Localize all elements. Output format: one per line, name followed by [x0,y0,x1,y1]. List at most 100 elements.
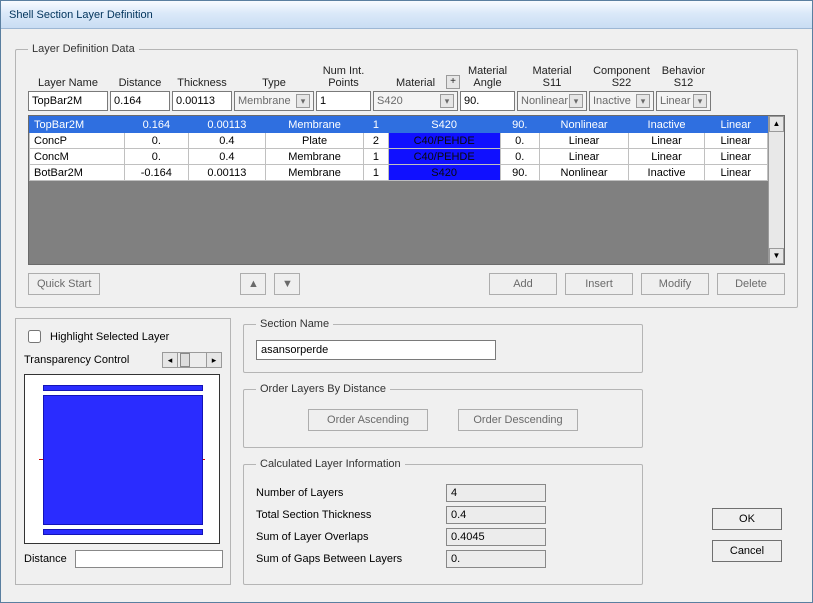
table-cell: 0. [124,133,188,149]
slider-right-icon[interactable]: ▸ [206,352,222,368]
table-cell: Linear [704,117,767,133]
combo-type[interactable]: Membrane ▾ [234,91,314,111]
order-descending-button[interactable]: Order Descending [458,409,578,431]
modify-button[interactable]: Modify [641,273,709,295]
gaps-label: Sum of Gaps Between Layers [256,553,446,565]
table-cell: 90. [500,165,539,181]
table-row[interactable]: BotBar2M-0.1640.00113Membrane1S42090.Non… [30,165,768,181]
combo-material[interactable]: S420▾ [373,91,458,111]
distance-label: Distance [24,553,67,565]
section-preview [24,374,220,544]
combo-type-value: Membrane [238,95,291,107]
col-distance: Distance [110,65,170,91]
insert-button[interactable]: Insert [565,273,633,295]
layer-definition-group: Layer Definition Data Layer Name Distanc… [15,43,798,308]
table-cell: Membrane [265,165,364,181]
section-name-input[interactable] [256,340,496,360]
preview-panel: Highlight Selected Layer Transparency Co… [15,318,231,585]
scroll-up-icon[interactable]: ▲ [769,116,784,132]
highlight-checkbox[interactable] [28,330,41,343]
scroll-down-icon[interactable]: ▼ [769,248,784,264]
add-button[interactable]: Add [489,273,557,295]
table-cell: ConcM [30,149,125,165]
input-distance[interactable] [110,91,170,111]
inputs-row: Membrane▾ S420▾ Nonlinear▾ Inactive▾ Lin… [28,91,785,111]
table-row[interactable]: ConcM0.0.4Membrane1C40/PEHDE0.LinearLine… [30,149,768,165]
table-cell: Linear [629,149,704,165]
layer-definition-legend: Layer Definition Data [28,43,139,55]
col-numint: Num Int. Points [316,65,371,91]
total-thickness-value [446,506,546,524]
ok-button[interactable]: OK [712,508,782,530]
table-cell: TopBar2M [30,117,125,133]
highlight-checkbox-row[interactable]: Highlight Selected Layer [24,327,222,346]
table-cell: Linear [629,133,704,149]
grid-table[interactable]: TopBar2M0.1640.00113Membrane1S42090.Nonl… [29,116,768,181]
calculated-info-group: Calculated Layer Information Number of L… [243,458,643,585]
col-s22: Component S22 [589,65,654,91]
combo-s12[interactable]: Linear▾ [656,91,711,111]
table-cell: Inactive [629,117,704,133]
col-material: Material [396,77,435,89]
col-material-wrap: Material + [373,65,458,91]
table-cell: 0.164 [124,117,188,133]
table-cell: 0. [124,149,188,165]
quick-start-button[interactable]: Quick Start [28,273,100,295]
input-thickness[interactable] [172,91,232,111]
table-cell: 0. [500,133,539,149]
table-row[interactable]: TopBar2M0.1640.00113Membrane1S42090.Nonl… [30,117,768,133]
col-thickness: Thickness [172,65,232,91]
table-cell: 1 [364,165,388,181]
table-row[interactable]: ConcP0.0.4Plate2C40/PEHDE0.LinearLinearL… [30,133,768,149]
window-title: Shell Section Layer Definition [9,9,153,21]
gaps-value [446,550,546,568]
input-angle[interactable] [460,91,515,111]
combo-s22[interactable]: Inactive▾ [589,91,654,111]
transparency-slider[interactable]: ◂ ▸ [162,352,222,368]
table-cell: 0.00113 [189,165,266,181]
vertical-scrollbar[interactable]: ▲ ▼ [768,116,784,264]
grid: TopBar2M0.1640.00113Membrane1S42090.Nonl… [28,115,785,265]
input-layer-name[interactable] [28,91,108,111]
combo-s11[interactable]: Nonlinear▾ [517,91,587,111]
chevron-down-icon: ▾ [296,94,310,108]
delete-button[interactable]: Delete [717,273,785,295]
dialog-window: Shell Section Layer Definition Layer Def… [0,0,813,603]
table-cell: 0.4 [189,133,266,149]
move-up-button[interactable]: ▲ [240,273,266,295]
table-cell: Membrane [265,149,364,165]
material-add-button[interactable]: + [446,75,460,89]
order-layers-group: Order Layers By Distance Order Ascending… [243,383,643,448]
transparency-label: Transparency Control [24,354,129,366]
slider-thumb[interactable] [180,353,190,367]
table-cell: 1 [364,149,388,165]
dialog-buttons: OK Cancel [712,508,782,562]
preview-layer [43,395,203,525]
table-cell: 2 [364,133,388,149]
chevron-down-icon: ▾ [693,94,707,108]
section-name-legend: Section Name [256,318,333,330]
transparency-row: Transparency Control ◂ ▸ [24,352,222,368]
distance-readout [75,550,223,568]
table-cell: Nonlinear [539,165,629,181]
overlap-value [446,528,546,546]
combo-s22-value: Inactive [593,95,631,107]
col-s11: Material S11 [517,65,587,91]
table-cell: Plate [265,133,364,149]
chevron-down-icon: ▾ [440,94,454,108]
table-cell: Linear [704,149,767,165]
table-cell: Inactive [629,165,704,181]
slider-left-icon[interactable]: ◂ [162,352,178,368]
titlebar[interactable]: Shell Section Layer Definition [1,1,812,29]
client-area: Layer Definition Data Layer Name Distanc… [1,29,812,602]
move-down-button[interactable]: ▼ [274,273,300,295]
input-numint[interactable] [316,91,371,111]
order-ascending-button[interactable]: Order Ascending [308,409,428,431]
calculated-info-legend: Calculated Layer Information [256,458,405,470]
section-name-group: Section Name [243,318,643,373]
num-layers-label: Number of Layers [256,487,446,499]
slider-track[interactable] [178,352,206,368]
highlight-label: Highlight Selected Layer [50,331,169,343]
cancel-button[interactable]: Cancel [712,540,782,562]
table-cell: Nonlinear [539,117,629,133]
